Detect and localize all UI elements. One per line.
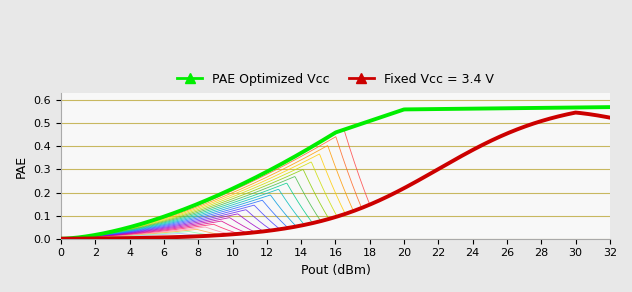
X-axis label: Pout (dBm): Pout (dBm) <box>301 264 370 277</box>
Legend: PAE Optimized Vcc, Fixed Vcc = 3.4 V: PAE Optimized Vcc, Fixed Vcc = 3.4 V <box>173 67 499 91</box>
Y-axis label: PAE: PAE <box>15 154 28 178</box>
